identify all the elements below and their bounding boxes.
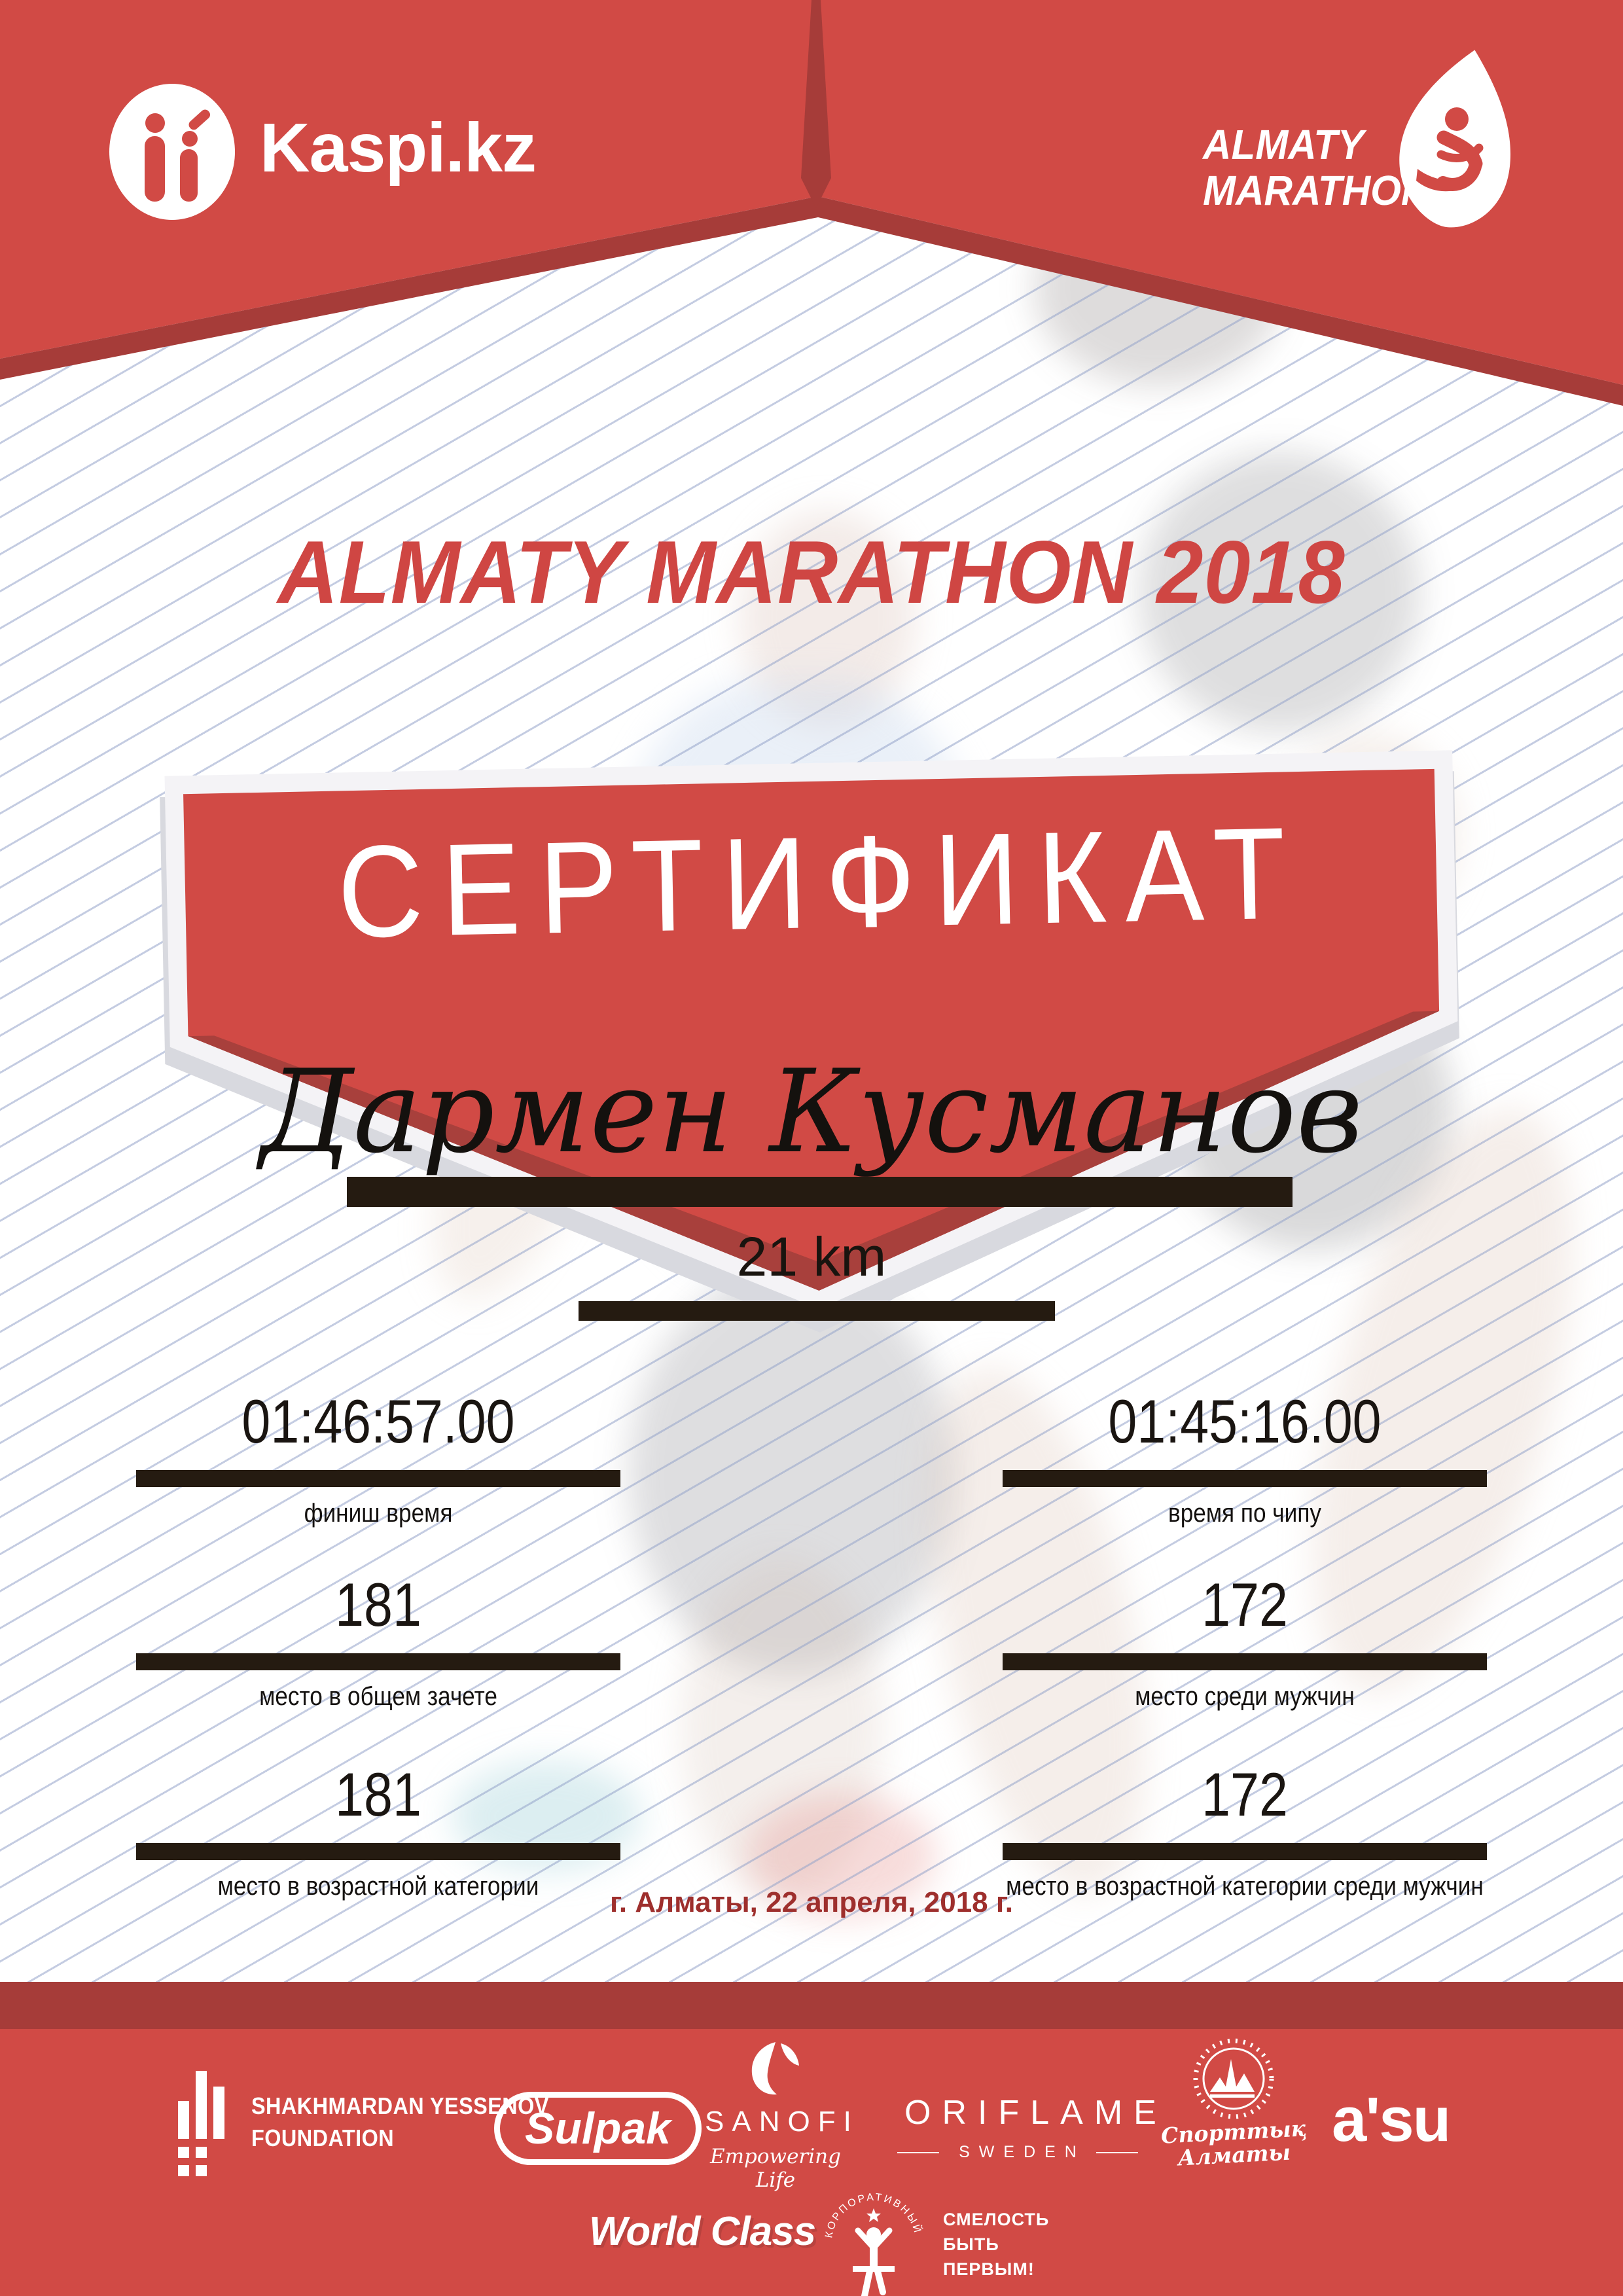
sport-almaty-line2: Алматы	[1177, 2139, 1291, 2171]
stat-value: 172	[1202, 1570, 1288, 1639]
participant-name: Дармен Кусманов	[260, 1046, 1363, 1179]
oriflame-subline: SWEDEN	[893, 2143, 1142, 2162]
stat-label: время по чипу	[1168, 1498, 1321, 1528]
yessenov-foundation-icon	[178, 2071, 224, 2176]
certificate-banner-shape	[160, 750, 1459, 1333]
sanofi-icon	[751, 2042, 799, 2095]
fund-slogan-line1: СМЕЛОСТЬ	[943, 2210, 1050, 2230]
date-location: г. Алматы, 22 апреля, 2018 г.	[610, 1886, 1013, 1918]
stat-underline-bar	[1003, 1469, 1487, 1487]
header-ribbon-shape	[0, 0, 1623, 406]
sponsor-asu: a'su	[1332, 2085, 1451, 2155]
sponsor-world-class: World Class	[589, 2209, 816, 2254]
distance-underline-bar	[579, 1301, 1055, 1321]
almaty-marathon-logo-line1: ALMATY	[1203, 121, 1364, 168]
name-underline-bar	[347, 1177, 1293, 1207]
kaspi-logo: Kaspi.kz	[108, 82, 605, 226]
stat-label: финиш время	[304, 1498, 453, 1528]
kaspi-logo-text: Kaspi.kz	[260, 109, 537, 187]
stat-underline-bar	[136, 1842, 620, 1860]
oriflame-rule-left	[897, 2151, 940, 2153]
sport-almaty-emblem-icon	[1193, 2038, 1274, 2119]
distance-value: 21 km	[736, 1226, 887, 1287]
kaspi-people-icon	[109, 84, 235, 220]
stat-value: 01:46:57.00	[241, 1387, 515, 1456]
almaty-marathon-runner-icon	[1399, 50, 1511, 228]
footer-accent-strip	[0, 1982, 1623, 2029]
stat-age-category-place: 181 место в возрастной категории	[97, 1762, 660, 1901]
stat-age-category-place-men: 172 место в возрастной категории среди м…	[963, 1762, 1526, 1901]
sport-almaty-label: Спорттық Алматы	[1160, 2115, 1307, 2171]
stat-value: 181	[335, 1760, 421, 1829]
stat-finish-time: 01:46:57.00 финиш время	[97, 1389, 660, 1528]
almaty-marathon-logo-line2: MARATHON	[1203, 167, 1430, 215]
sponsor-sport-almaty: Спорттық Алматы	[1160, 2036, 1307, 2170]
oriflame-wordmark: ORIFLAME	[904, 2094, 1168, 2132]
stat-value: 172	[1202, 1760, 1288, 1829]
page-title: ALMATY MARATHON 2018	[277, 522, 1346, 622]
fund-slogan-line2: БЫТЬ	[943, 2234, 999, 2255]
fund-slogan: СМЕЛОСТЬ БЫТЬ ПЕРВЫМ!	[943, 2208, 1049, 2282]
stat-underline-bar	[1003, 1842, 1487, 1860]
stat-label: место в возрастной категории среди мужчи…	[1006, 1871, 1484, 1901]
stat-chip-time: 01:45:16.00 время по чипу	[963, 1389, 1526, 1528]
almaty-marathon-logo-text: ALMATY MARATHON	[1203, 122, 1429, 214]
sponsors-footer: SHAKHMARDAN YESSENOV FOUNDATION Sulpak S…	[0, 2029, 1623, 2296]
stat-label: место в общем зачете	[259, 1681, 497, 1711]
yessenov-line2: FOUNDATION	[251, 2125, 395, 2151]
fund-slogan-line3: ПЕРВЫМ!	[943, 2259, 1035, 2279]
stat-value: 181	[335, 1570, 421, 1639]
sponsor-sulpak: Sulpak	[494, 2092, 702, 2165]
stat-value: 01:45:16.00	[1108, 1387, 1382, 1456]
stat-place-among-men: 172 место среди мужчин	[963, 1572, 1526, 1712]
stat-underline-bar	[136, 1469, 620, 1487]
sanofi-tagline: Empowering Life	[710, 2145, 841, 2192]
stat-overall-place: 181 место в общем зачете	[97, 1572, 660, 1712]
sponsor-yessenov-foundation: SHAKHMARDAN YESSENOV FOUNDATION	[178, 2067, 582, 2178]
oriflame-rule-right	[1096, 2151, 1138, 2153]
stat-underline-bar	[136, 1653, 620, 1670]
stat-underline-bar	[1003, 1653, 1487, 1670]
sponsor-corporate-fund: КОРПОРАТИВНЫЙ ФОНД СМЕЛОСТЬ БЫТЬ ПЕРВЫМ!	[821, 2186, 1049, 2296]
stat-label: место в возрастной категории	[217, 1871, 539, 1901]
stat-label: место среди мужчин	[1135, 1681, 1355, 1711]
certificate-label: СЕРТИФИКАТ	[336, 800, 1306, 965]
oriflame-country: SWEDEN	[959, 2143, 1086, 2161]
sponsor-oriflame: ORIFLAME SWEDEN	[893, 2093, 1168, 2162]
sanofi-wordmark: SANOFI	[705, 2106, 859, 2138]
sponsor-sanofi: SANOFI Empowering Life	[697, 2039, 854, 2192]
fund-emblem-icon: КОРПОРАТИВНЫЙ ФОНД	[821, 2186, 923, 2296]
